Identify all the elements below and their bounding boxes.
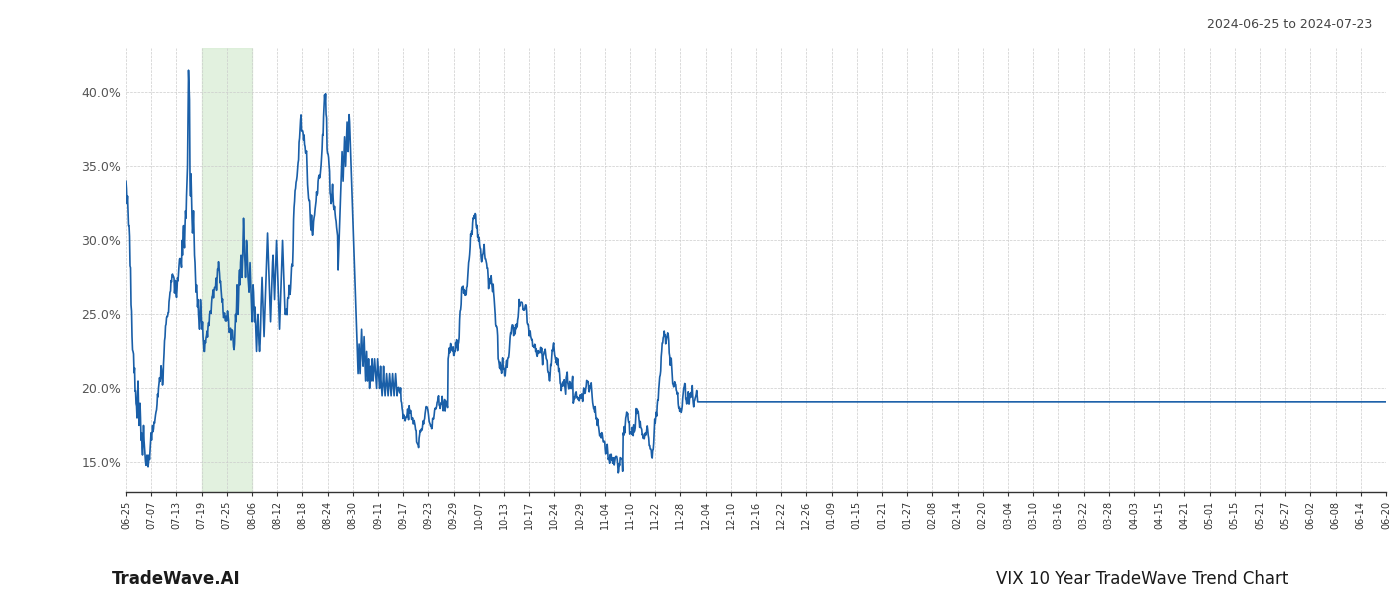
Text: 2024-06-25 to 2024-07-23: 2024-06-25 to 2024-07-23: [1207, 18, 1372, 31]
Text: TradeWave.AI: TradeWave.AI: [112, 570, 241, 588]
Bar: [202, 48, 252, 492]
Text: VIX 10 Year TradeWave Trend Chart: VIX 10 Year TradeWave Trend Chart: [995, 570, 1288, 588]
